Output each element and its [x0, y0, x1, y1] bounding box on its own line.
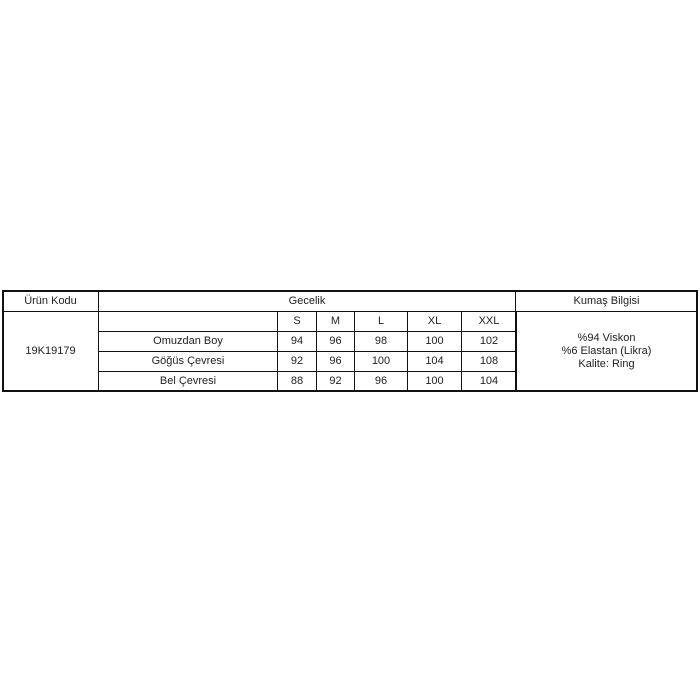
size-header: L [354, 311, 408, 332]
fabric-line: %6 Elastan (Likra) [561, 345, 652, 357]
product-code: 19K19179 [2, 311, 99, 392]
measurement-value: 94 [277, 331, 317, 352]
measurement-value: 96 [316, 331, 355, 352]
measurement-value: 104 [407, 351, 462, 372]
header-product-code: Ürün Kodu [2, 290, 99, 312]
measurement-value: 108 [461, 351, 517, 372]
measurement-value: 96 [316, 351, 355, 372]
measurement-value: 100 [407, 371, 462, 392]
measurement-value: 98 [354, 331, 408, 352]
size-header: XL [407, 311, 462, 332]
fabric-info: %94 Viskon %6 Elastan (Likra) Kalite: Ri… [515, 311, 698, 392]
fabric-line: Kalite: Ring [578, 358, 635, 370]
measurement-value: 104 [461, 371, 517, 392]
measurement-value: 100 [407, 331, 462, 352]
measurement-value: 96 [354, 371, 408, 392]
measurement-label: Bel Çevresi [98, 371, 278, 392]
measurement-label: Omuzdan Boy [98, 331, 278, 352]
header-product-type: Gecelik [98, 290, 516, 312]
header-fabric-info: Kumaş Bilgisi [515, 290, 698, 312]
measurement-value: 88 [277, 371, 317, 392]
measurement-value: 102 [461, 331, 517, 352]
size-header: S [277, 311, 317, 332]
measurement-value: 92 [277, 351, 317, 372]
empty-header-cell [98, 311, 278, 332]
measurement-value: 92 [316, 371, 355, 392]
measurement-value: 100 [354, 351, 408, 372]
size-header: M [316, 311, 355, 332]
size-header: XXL [461, 311, 517, 332]
fabric-line: %94 Viskon [577, 332, 636, 344]
measurement-label: Göğüs Çevresi [98, 351, 278, 372]
